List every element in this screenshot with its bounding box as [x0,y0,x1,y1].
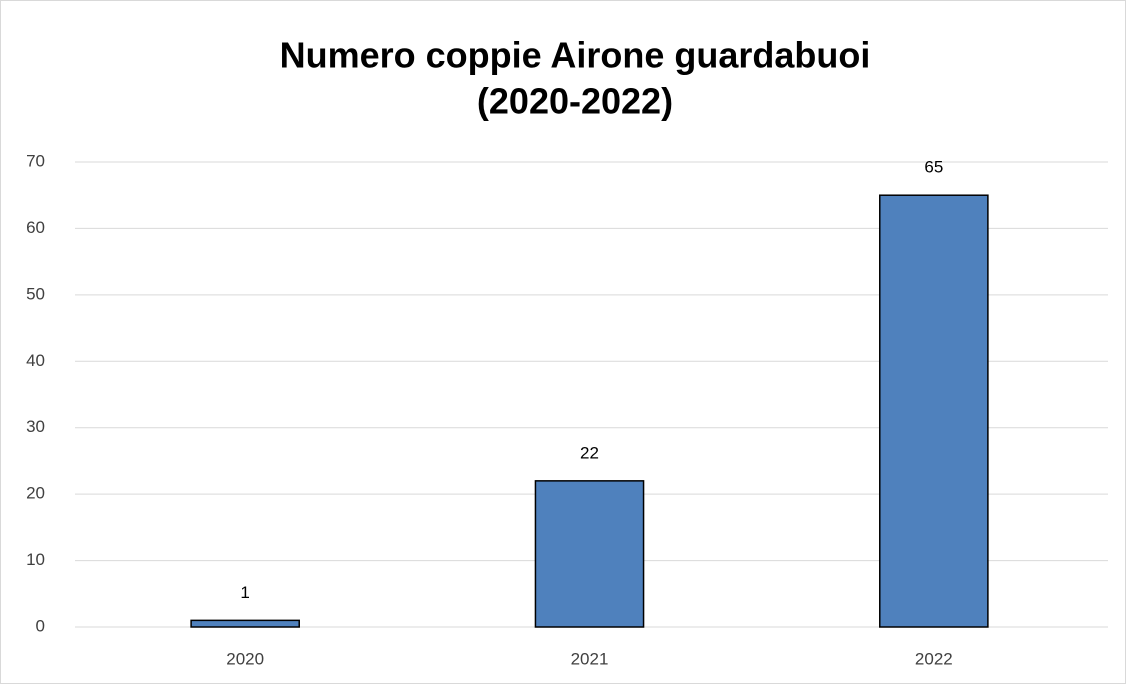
data-label: 65 [924,158,943,177]
y-tick-label: 30 [26,417,45,436]
data-label: 22 [580,443,599,462]
y-tick-label: 40 [26,351,45,370]
x-tick-label: 2021 [571,649,609,668]
x-tick-label: 2022 [915,649,953,668]
chart-title: (2020-2022) [477,81,673,122]
y-tick-label: 50 [26,284,45,303]
chart-title: Numero coppie Airone guardabuoi [280,35,871,76]
y-tick-label: 20 [26,484,45,503]
bar [190,619,300,628]
y-tick-label: 10 [26,550,45,569]
y-tick-label: 70 [26,151,45,170]
data-label: 1 [240,583,249,602]
y-tick-label: 0 [36,616,45,635]
bar [534,480,645,628]
bar [879,194,989,628]
x-tick-label: 2020 [226,649,264,668]
y-tick-label: 60 [26,218,45,237]
